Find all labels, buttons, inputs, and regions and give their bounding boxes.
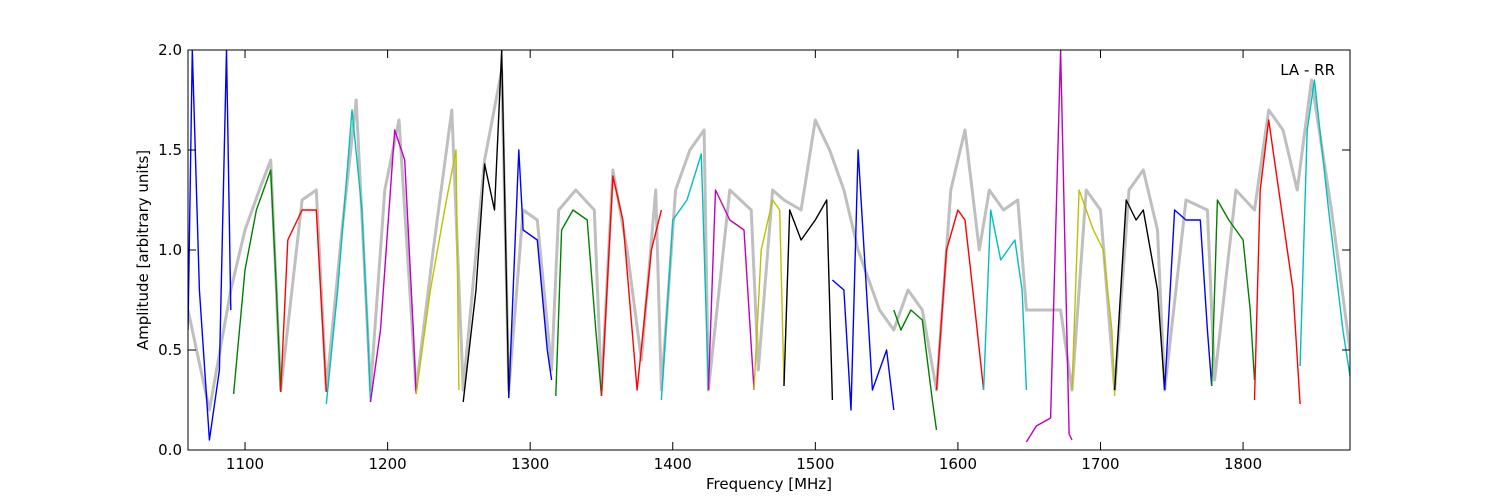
series-line: [508, 149, 553, 399]
series-line: [415, 149, 460, 395]
x-tick-label: 1400: [654, 455, 692, 473]
series-line: [982, 209, 1028, 391]
series-line: [1299, 79, 1350, 377]
series-line: [831, 149, 895, 411]
y-axis-label: Amplitude [arbitrary units]: [134, 150, 152, 350]
x-tick-label: 1200: [369, 455, 407, 473]
series-line: [188, 68, 1350, 412]
y-tick-label: 1.5: [158, 141, 182, 159]
series-line: [1071, 189, 1116, 397]
x-tick-label: 1700: [1081, 455, 1119, 473]
series-line: [325, 109, 372, 405]
y-tick-label: 2.0: [158, 41, 182, 59]
series-line: [753, 199, 785, 391]
series-line: [1025, 50, 1073, 443]
plot-lines: [188, 50, 1350, 443]
series-line: [462, 50, 510, 403]
series-line: [232, 169, 282, 395]
series-line: [707, 189, 755, 391]
y-tick-label: 0.5: [158, 341, 182, 359]
series-line: [188, 50, 232, 441]
annotation: LA - RR: [1280, 61, 1335, 79]
y-tick-label: 0.0: [158, 441, 182, 459]
x-tick-label: 1100: [226, 455, 264, 473]
x-tick-label: 1800: [1224, 455, 1262, 473]
series-line: [935, 209, 985, 391]
series-line: [783, 199, 834, 401]
series-line: [1114, 199, 1166, 391]
x-tick-label: 1300: [511, 455, 549, 473]
series-line: [1253, 119, 1301, 405]
series-line: [1164, 209, 1213, 391]
series-line: [660, 153, 710, 401]
series-line: [600, 175, 663, 397]
x-tick-label: 1500: [796, 455, 834, 473]
y-tick-label: 1.0: [158, 241, 182, 259]
series-line: [280, 209, 327, 393]
x-tick-label: 1600: [939, 455, 977, 473]
series-line: [1211, 199, 1256, 387]
series-line: [369, 129, 417, 403]
series-line: [555, 209, 603, 397]
series-line: [893, 309, 938, 431]
x-axis-label: Frequency [MHz]: [706, 475, 832, 493]
